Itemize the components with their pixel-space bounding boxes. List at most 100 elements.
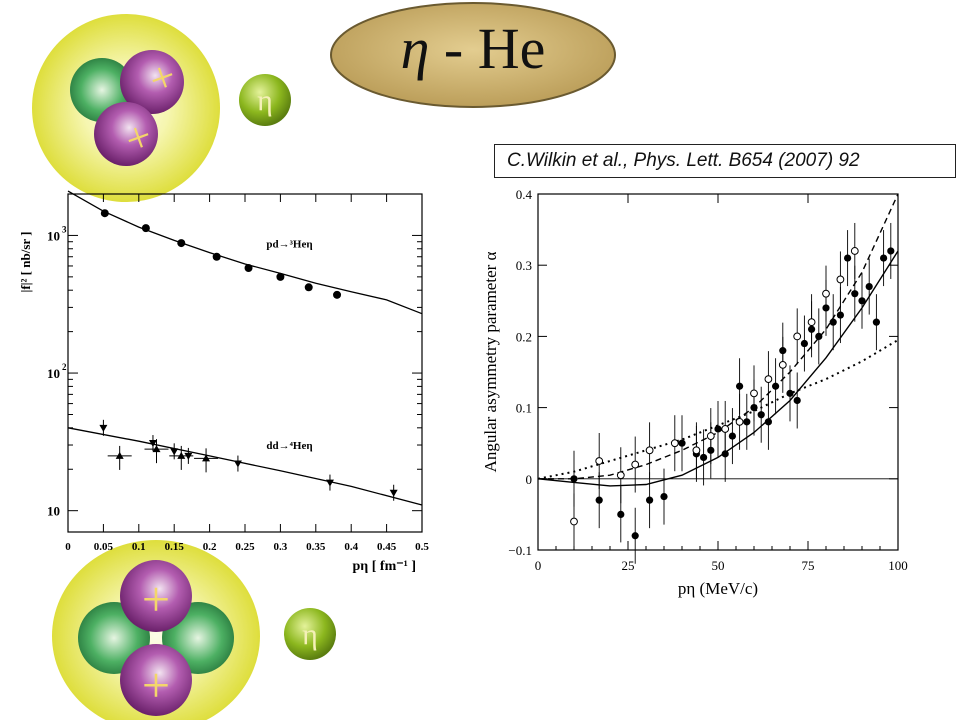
data-point-pd [212,252,221,261]
citation-box: C.Wilkin et al., Phys. Lett. B654 (2007)… [494,144,956,178]
data-point-open [850,247,859,255]
data-point-filled [858,297,866,305]
fit-curve [67,190,423,315]
data-point-dd [148,440,157,448]
x-tick-label: 0.35 [306,541,326,553]
eta-meson-icon: η [284,608,336,660]
y-tick-label: −0.1 [508,543,532,558]
data-point-open [764,375,773,384]
plot-frame [67,193,423,533]
title-eta: η [400,16,430,81]
data-point-filled [617,510,625,518]
y-tick-label: 0 [526,472,533,487]
data-point-dd [170,448,179,456]
x-tick-label: 0 [65,541,71,553]
x-tick-label: 0.1 [132,541,146,553]
data-point-open [836,275,845,284]
y-tick-label: 10 [47,366,60,381]
x-tick-label: 0.5 [415,541,429,553]
eta-symbol: η [302,618,318,651]
y-tick-label: 0.3 [516,258,532,273]
x-axis-label: pη [ fm⁻¹ ] [353,559,416,574]
data-point-filled [786,389,794,397]
y-tick-exponent: 2 [62,362,67,372]
x-tick-label: 0.3 [274,541,288,553]
data-point-dd [99,424,108,432]
data-point-open [822,289,830,298]
x-tick-label: 0.4 [344,541,358,553]
x-tick-label: 100 [888,558,908,573]
data-point-pd [177,239,186,248]
data-point-filled [851,290,859,298]
eta-meson-icon: η [239,74,291,126]
y-axis-label: Angular asymmetry parameter α [481,251,500,472]
y-tick-label: 0.2 [516,329,532,344]
data-point-open [735,417,744,426]
data-point-open [631,460,640,469]
data-point-open [692,446,701,455]
proton-plus-sign: + [142,571,170,627]
data-point-filled [772,382,780,390]
data-point-open [645,446,654,455]
data-point-filled [728,432,736,440]
data-point-open [570,517,578,526]
data-point-pd [100,209,109,218]
x-tick-label: 75 [802,558,815,573]
data-point-dd [233,460,242,468]
y-tick-label: 10 [47,228,60,243]
plot-frame [537,193,899,551]
data-point-filled [714,425,722,433]
x-tick-label: 25 [622,558,635,573]
eta-symbol: η [257,84,273,117]
data-point-filled [793,396,801,405]
title-oval [330,2,616,108]
data-point-open [721,425,730,433]
x-tick-label: 0 [535,558,542,573]
data-point-dd [325,479,334,487]
data-point-filled [844,254,852,262]
data-point-filled [700,453,708,462]
data-point-pd [141,224,150,233]
data-point-pd [304,283,313,292]
data-point-filled [872,318,880,326]
x-tick-label: 0.15 [165,541,185,553]
x-tick-label: 0.25 [235,541,255,553]
data-point-filled [829,318,837,326]
data-point-filled [865,282,873,291]
data-point-filled [660,493,668,501]
data-point-pd [333,290,342,299]
y-axis-label: |f|² [ nb/sr ] [18,231,33,292]
fit-curve [67,427,423,506]
reaction-label: dd→⁴Heη [266,440,312,452]
data-point-filled [836,311,844,319]
slide-title: η - He [328,14,618,84]
data-point-filled [887,247,895,255]
x-tick-label: 50 [712,558,725,573]
y-tick-label: 10 [47,504,60,519]
fit-curve-dashed-line [538,193,899,480]
reaction-label: pd→³Heη [266,238,312,250]
data-point-open [750,389,758,398]
data-point-filled [736,382,744,390]
data-point-pd [276,272,285,281]
data-point-dd [202,454,211,462]
data-point-filled [595,496,603,504]
data-point-open [670,439,679,448]
y-tick-label: 0.4 [516,187,533,202]
chart-left-form-factor: 0 0.05 0.1 0.15 0.2 0.25 0.3 0.35 0.4 0.45 0.5 10 10… [18,190,429,574]
data-point-open [616,471,625,480]
title-rest: - He [429,16,546,81]
data-point-filled [743,418,751,426]
data-point-open [793,332,802,341]
y-tick-exponent: 3 [62,224,67,234]
x-axis-label: pη (MeV/c) [678,579,758,598]
data-point-open [778,360,787,369]
y-tick-label: 0.1 [516,401,532,416]
data-point-filled [631,532,639,540]
x-tick-label: 0.05 [94,541,114,553]
helium3-nucleus-icon: + + [32,14,220,202]
data-point-dd [115,451,124,459]
fit-curve-solid-line [537,250,899,487]
x-tick-label: 0.45 [377,541,397,553]
